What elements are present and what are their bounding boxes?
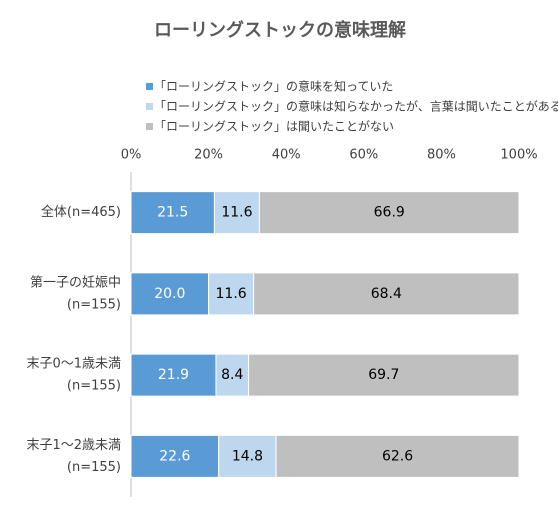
legend-swatch (146, 123, 153, 130)
y-tick-label: 第一子の妊娠中 (30, 275, 121, 290)
x-tick-label: 0% (121, 148, 142, 163)
bar-segment (130, 191, 215, 235)
x-tick-label: 40% (272, 148, 301, 163)
x-tick-label: 60% (349, 148, 378, 163)
y-tick-label: (n=155) (67, 379, 121, 394)
value-label: 69.7 (368, 367, 399, 383)
value-label: 62.6 (382, 448, 413, 464)
y-tick-label: (n=155) (67, 297, 121, 312)
legend-swatch (146, 83, 153, 90)
x-tick-label: 20% (194, 148, 223, 163)
bar-segment (248, 353, 520, 397)
value-label: 66.9 (374, 205, 405, 221)
value-label: 21.5 (157, 205, 188, 221)
legend-label: 「ローリングストック」の意味は知らなかったが、言葉は聞いたことがある (154, 99, 558, 114)
value-label: 20.0 (154, 286, 185, 302)
legend-label: 「ローリングストック」は聞いたことがない (154, 119, 394, 134)
value-label: 11.6 (216, 286, 247, 302)
bar-segment (213, 191, 260, 235)
x-tick-label: 100% (500, 148, 537, 163)
bar-segment (218, 434, 277, 478)
legend-label: 「ローリングストック」の意味を知っていた (154, 79, 393, 94)
y-tick-label: 末子0～1歳未満 (26, 357, 121, 372)
x-tick-label: 80% (427, 148, 456, 163)
value-label: 22.6 (159, 448, 190, 464)
value-label: 68.4 (371, 286, 402, 302)
y-tick-label: 全体(n=465) (41, 204, 121, 220)
chart-title: ローリングストックの意味理解 (154, 19, 406, 41)
bar-segment (130, 272, 210, 316)
bar-segment (130, 434, 220, 478)
value-label: 21.9 (158, 367, 189, 383)
value-label: 11.6 (221, 205, 252, 221)
bar-segment (253, 272, 520, 316)
bar-segment (258, 191, 520, 235)
legend-swatch (146, 103, 153, 110)
bar-segment (275, 434, 520, 478)
y-tick-label: 末子1～2歳未満 (26, 438, 121, 453)
value-label: 14.8 (232, 448, 263, 464)
value-label: 8.4 (221, 367, 243, 383)
y-tick-label: (n=155) (67, 460, 121, 475)
